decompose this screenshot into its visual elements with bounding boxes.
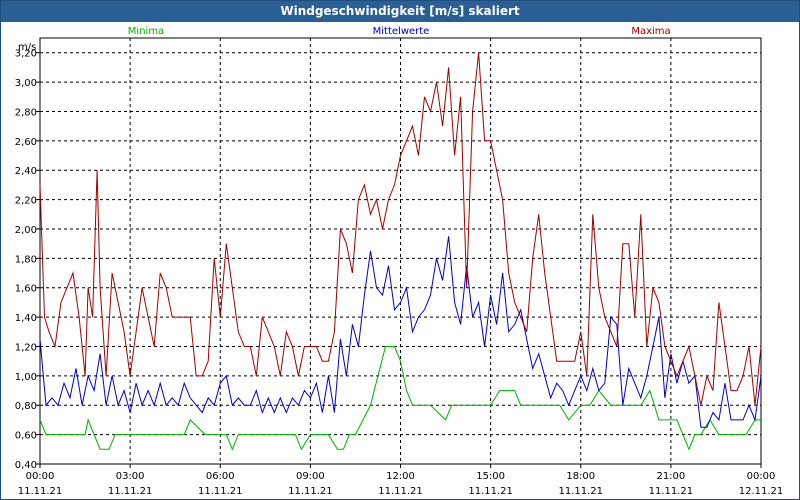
window-title: Windgeschwindigkeit [m/s] skaliert <box>1 1 799 22</box>
series-lines <box>39 52 762 451</box>
x-tick-time: 06:00 <box>206 471 235 482</box>
y-tick-label: 1,80 <box>15 254 37 265</box>
y-tick-label: 1,60 <box>15 284 37 295</box>
y-tick-label: 0,80 <box>15 401 37 412</box>
x-tick-date: 11.11.21 <box>649 486 694 497</box>
x-axis-ticks: 00:00 11.11.21 03:00 11.11.21 06:00 11.11.21 0… <box>18 464 784 497</box>
series-line-minima <box>39 346 761 451</box>
x-tick-date: 11.11.21 <box>558 486 603 497</box>
x-tick-date: 11.11.21 <box>378 486 423 497</box>
y-tick-label: 1,20 <box>15 342 37 353</box>
legend-minima: Minima <box>128 26 164 37</box>
y-tick-label: 3,20 <box>15 49 37 60</box>
x-tick-date: 11.11.21 <box>18 486 63 497</box>
x-tick-time: 00:00 <box>747 471 776 482</box>
y-tick-label: 2,80 <box>15 107 37 118</box>
x-tick-time: 18:00 <box>566 471 595 482</box>
x-tick-date: 12.11.21 <box>739 486 784 497</box>
x-tick-date: 11.11.21 <box>468 486 513 497</box>
x-tick-time: 12:00 <box>386 471 415 482</box>
y-tick-label: 2,20 <box>15 196 37 207</box>
x-tick-time: 00:00 <box>26 471 55 482</box>
legend-mittelwerte: Mittelwerte <box>373 26 430 37</box>
x-tick-date: 11.11.21 <box>198 486 243 497</box>
legend-maxima: Maxima <box>631 26 670 37</box>
x-tick-time: 03:00 <box>116 471 145 482</box>
y-axis-label: m/s <box>18 42 36 53</box>
series-line-maxima <box>39 52 762 406</box>
y-tick-label: 1,40 <box>15 313 37 324</box>
y-tick-label: 0,60 <box>15 431 37 442</box>
x-tick-date: 11.11.21 <box>108 486 153 497</box>
x-tick-time: 15:00 <box>476 471 505 482</box>
y-axis-ticks: 0,40 0,60 0,80 1,00 1,20 1,40 1,60 1,80 2,00 2,20… <box>15 49 40 471</box>
y-tick-label: 1,00 <box>15 372 37 383</box>
y-tick-label: 2,40 <box>15 166 37 177</box>
x-tick-time: 09:00 <box>296 471 325 482</box>
x-tick-date: 11.11.21 <box>288 486 333 497</box>
series-line-mittelwerte <box>39 236 762 428</box>
y-tick-label: 2,60 <box>15 137 37 148</box>
y-tick-label: 0,40 <box>15 460 37 471</box>
y-tick-label: 3,00 <box>15 78 37 89</box>
x-tick-time: 21:00 <box>656 471 685 482</box>
y-tick-label: 2,00 <box>15 225 37 236</box>
